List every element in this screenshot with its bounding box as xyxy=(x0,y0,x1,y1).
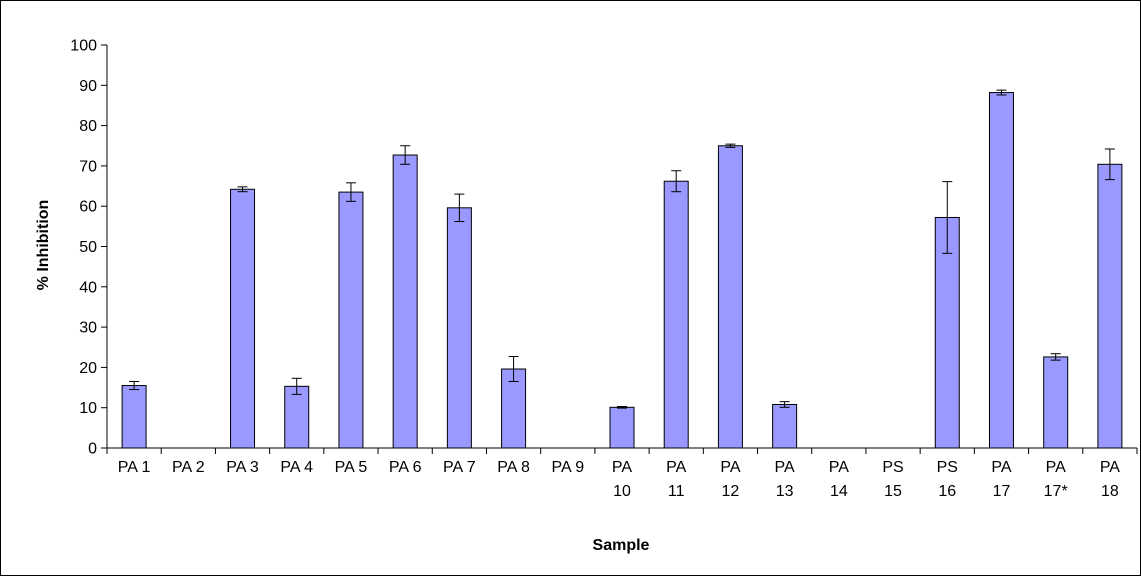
y-tick-label: 80 xyxy=(79,118,97,135)
y-tick-label: 90 xyxy=(79,78,97,95)
x-tick-label: PA 14 xyxy=(829,459,849,500)
x-tick-label: PA 17 xyxy=(991,459,1011,500)
y-tick-label: 70 xyxy=(79,158,97,175)
x-tick-label: PS 15 xyxy=(882,459,903,500)
y-axis-title: % Inhibition xyxy=(35,200,52,291)
bar xyxy=(988,92,1014,449)
x-tick-label: PA 13 xyxy=(775,459,795,500)
x-tick-label: PA 18 xyxy=(1100,459,1120,500)
bar xyxy=(609,406,635,449)
y-tick-label: 50 xyxy=(79,239,97,256)
bar xyxy=(1043,356,1069,449)
x-tick-label: PA 2 xyxy=(172,459,205,476)
x-tick-label: PA 8 xyxy=(497,459,530,476)
x-tick-label: PA 7 xyxy=(443,459,476,476)
bar xyxy=(284,385,310,449)
x-axis-title: Sample xyxy=(593,537,650,554)
x-tick-label: PA 9 xyxy=(551,459,584,476)
x-tick-label: PS 16 xyxy=(937,459,958,500)
x-tick-label: PA 12 xyxy=(720,459,740,500)
x-tick-label: PA 6 xyxy=(389,459,422,476)
x-tick-label: PA 5 xyxy=(335,459,368,476)
y-tick-label: 10 xyxy=(79,400,97,417)
bar xyxy=(121,385,147,449)
bar xyxy=(717,145,743,449)
bar xyxy=(1097,163,1123,449)
bar xyxy=(230,188,256,449)
x-tick-label: PA 11 xyxy=(666,459,686,500)
y-tick-label: 30 xyxy=(79,320,97,337)
y-tick-label: 40 xyxy=(79,279,97,296)
x-tick-label: PA 3 xyxy=(226,459,259,476)
bar xyxy=(338,191,364,449)
bar xyxy=(663,180,689,449)
bar xyxy=(446,207,472,449)
plot-area: 0 10 20 30 40 50 60 70 80 90 100 PA 1 PA 2 PA 3 PA 4 PA… xyxy=(70,38,1138,500)
bar xyxy=(392,154,418,449)
bar xyxy=(772,403,798,449)
y-tick-label: 60 xyxy=(79,199,97,216)
y-tick-label: 20 xyxy=(79,360,97,377)
x-tick-label: PA 17* xyxy=(1044,459,1068,500)
x-tick-label: PA 4 xyxy=(280,459,313,476)
x-tick-label: PA 10 xyxy=(612,459,632,500)
x-tick-label: PA 1 xyxy=(118,459,151,476)
y-tick-label: 0 xyxy=(88,441,97,458)
y-tick-label: 100 xyxy=(70,38,97,55)
